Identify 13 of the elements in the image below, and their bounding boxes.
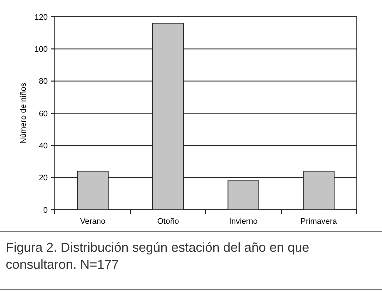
y-tick-label: 100 xyxy=(34,44,49,54)
y-tick-label: 20 xyxy=(39,174,49,183)
x-tick-label: Invierno xyxy=(229,217,258,226)
y-tick-label: 60 xyxy=(39,109,49,118)
text: Figura 2. Distribución según estación del año en que consultaron. N=177 xyxy=(6,240,310,272)
y-tick-label: 0 xyxy=(44,206,49,215)
x-tick-label: Otoño xyxy=(157,217,180,226)
x-tick-label: Verano xyxy=(80,217,106,226)
y-tick-label: 40 xyxy=(39,141,49,150)
x-tick-label: Primavera xyxy=(300,217,338,226)
y-axis-title: Número de niños xyxy=(19,83,28,144)
y-tick-label: 80 xyxy=(39,77,49,86)
y-tick-label: 120 xyxy=(34,12,49,22)
